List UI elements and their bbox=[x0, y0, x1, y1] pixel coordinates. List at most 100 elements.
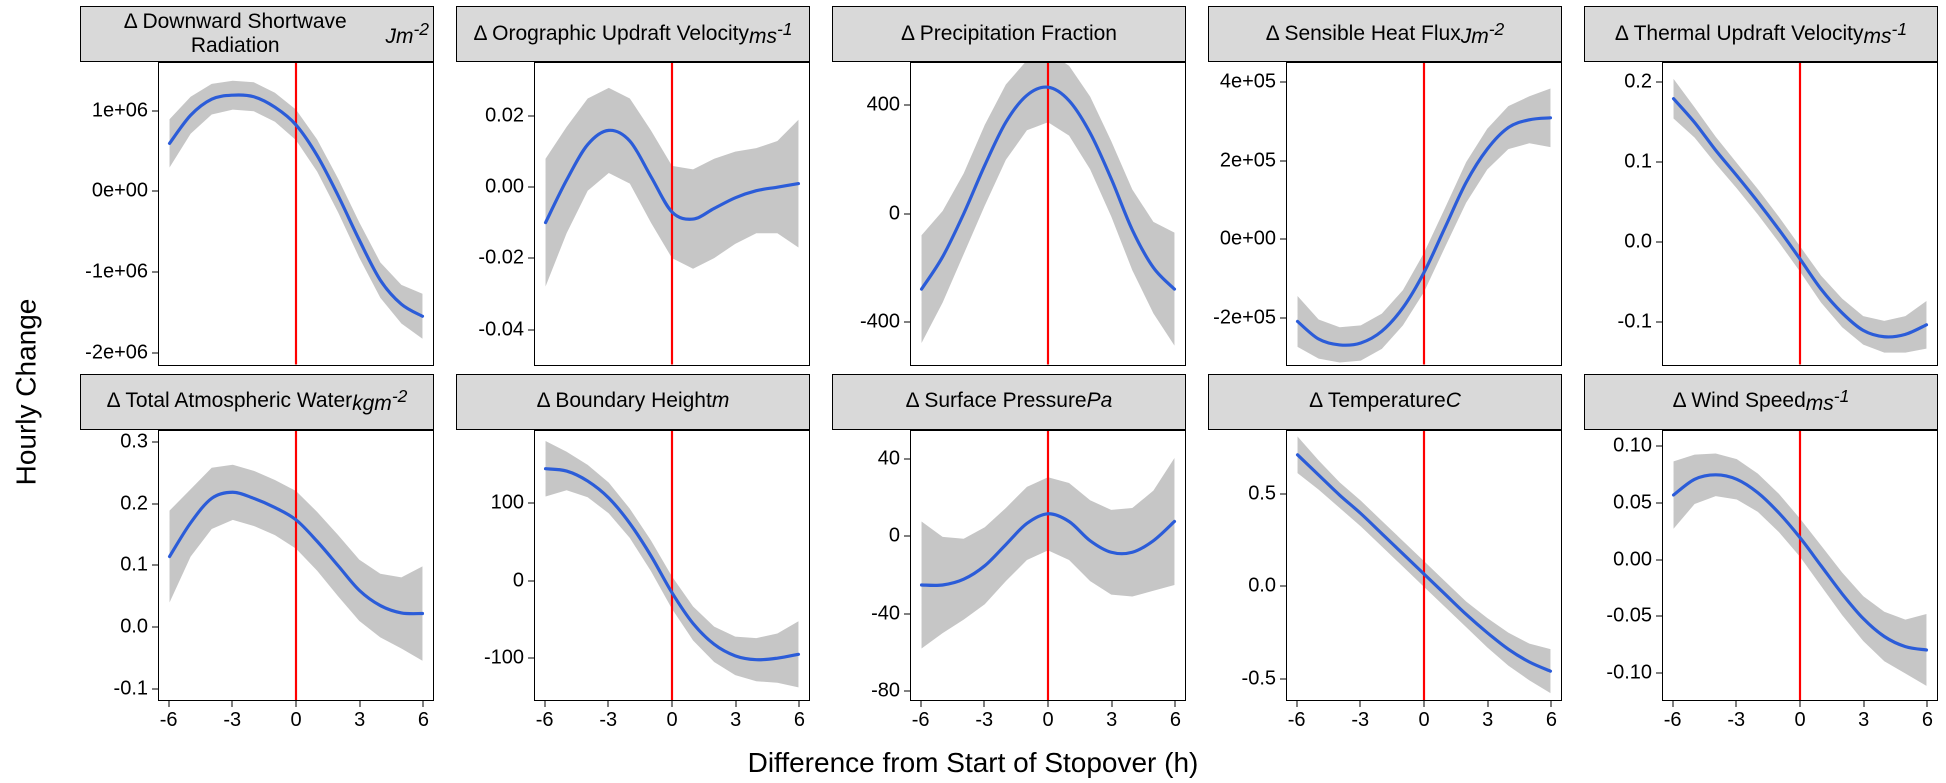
strip-title: Δ Downward Shortwave Radiation Jm-2 bbox=[80, 6, 434, 62]
figure: Hourly Change Difference from Start of S… bbox=[0, 0, 1946, 783]
panel-thermal: Δ Thermal Updraft Velocity ms-1-0.10.00.… bbox=[1584, 6, 1938, 366]
y-tick-label: 0.0 bbox=[1248, 575, 1276, 598]
x-tick-label: 0 bbox=[1794, 709, 1805, 732]
y-tick-label: -40 bbox=[871, 602, 900, 625]
y-tick-label: 0.2 bbox=[120, 492, 148, 515]
x-axis: -6-3036 bbox=[1662, 701, 1938, 733]
y-tick-label: 0.10 bbox=[1613, 435, 1652, 458]
y-tick-label: 1e+06 bbox=[92, 99, 148, 122]
y-tick-label: -0.05 bbox=[1606, 605, 1652, 628]
panel-grid: Δ Downward Shortwave Radiation Jm-2-2e+0… bbox=[80, 6, 1938, 733]
y-axis: -0.5 0.0 0.5 bbox=[1208, 430, 1286, 702]
plot-area bbox=[1286, 430, 1562, 702]
plot-area bbox=[158, 62, 434, 366]
strip-title: Δ Surface Pressure Pa bbox=[832, 374, 1186, 430]
y-tick-label: 0.1 bbox=[1624, 150, 1652, 173]
x-tick-label: 0 bbox=[1042, 709, 1053, 732]
y-tick-label: -0.02 bbox=[478, 247, 524, 270]
y-tick-label: -0.1 bbox=[114, 677, 148, 700]
y-tick-label: -0.10 bbox=[1606, 661, 1652, 684]
y-tick-label: 4e+05 bbox=[1220, 70, 1276, 93]
y-tick-label: -2e+06 bbox=[85, 342, 148, 365]
y-tick-label: -1e+06 bbox=[85, 261, 148, 284]
x-tick-label: -3 bbox=[223, 709, 241, 732]
y-tick-label: -0.1 bbox=[1618, 310, 1652, 333]
strip-title: Δ Orographic Updraft Velocity ms-1 bbox=[456, 6, 810, 62]
strip-title: Δ Wind Speed ms-1 bbox=[1584, 374, 1938, 430]
panel-sensible: Δ Sensible Heat Flux Jm-2-2e+050e+002e+0… bbox=[1208, 6, 1562, 366]
y-tick-label: 100 bbox=[491, 492, 524, 515]
panel-wind: Δ Wind Speed ms-1-0.10-0.050.000.050.10-… bbox=[1584, 374, 1938, 734]
x-tick-label: 6 bbox=[794, 709, 805, 732]
x-tick-label: 0 bbox=[1418, 709, 1429, 732]
panel-boundary: Δ Boundary Height m-1000100-6-3036 bbox=[456, 374, 810, 734]
panel-temperature: Δ Temperature C-0.50.00.5-6-3036 bbox=[1208, 374, 1562, 734]
x-tick-label: -3 bbox=[599, 709, 617, 732]
plot-area bbox=[910, 430, 1186, 702]
x-tick-label: 3 bbox=[1858, 709, 1869, 732]
x-axis-label: Difference from Start of Stopover (h) bbox=[748, 747, 1199, 779]
x-axis: -6 -3 0 3 6 bbox=[534, 701, 810, 733]
y-tick-label: 0.3 bbox=[120, 430, 148, 453]
y-tick-label: 0.05 bbox=[1613, 492, 1652, 515]
plot-area bbox=[1662, 430, 1938, 702]
plot-area bbox=[534, 62, 810, 366]
y-tick-label: 0 bbox=[889, 525, 900, 548]
panel-shortwave: Δ Downward Shortwave Radiation Jm-2-2e+0… bbox=[80, 6, 434, 366]
x-tick-label: 6 bbox=[1170, 709, 1181, 732]
y-axis: -0.10 -0.05 0.00 0.05 0.10 bbox=[1584, 430, 1662, 702]
y-tick-label: 0.2 bbox=[1624, 70, 1652, 93]
y-tick-label: 400 bbox=[867, 94, 900, 117]
y-tick-label: 0.5 bbox=[1248, 483, 1276, 506]
x-axis: -6-3036 bbox=[1286, 701, 1562, 733]
panel-pressure: Δ Surface Pressure Pa-80-40040-6-3036 bbox=[832, 374, 1186, 734]
plot-area bbox=[158, 430, 434, 702]
plot-area bbox=[534, 430, 810, 702]
x-axis: -6-3036 bbox=[910, 701, 1186, 733]
x-tick-label: 3 bbox=[1106, 709, 1117, 732]
y-tick-label: -0.5 bbox=[1242, 667, 1276, 690]
y-axis: -400 0 400 bbox=[832, 62, 910, 366]
y-tick-label: 40 bbox=[878, 447, 900, 470]
y-tick-label: -2e+05 bbox=[1213, 307, 1276, 330]
plot-area bbox=[1662, 62, 1938, 366]
x-tick-label: -6 bbox=[160, 709, 178, 732]
y-axis-label: Hourly Change bbox=[11, 298, 43, 485]
x-tick-label: 3 bbox=[730, 709, 741, 732]
y-tick-label: -400 bbox=[860, 311, 900, 334]
y-tick-label: 0 bbox=[513, 569, 524, 592]
y-tick-label: -0.04 bbox=[478, 318, 524, 341]
x-tick-label: 3 bbox=[354, 709, 365, 732]
strip-title: Δ Precipitation Fraction bbox=[832, 6, 1186, 62]
strip-title: Δ Temperature C bbox=[1208, 374, 1562, 430]
y-tick-label: 0.00 bbox=[1613, 548, 1652, 571]
y-tick-label: 0.02 bbox=[485, 104, 524, 127]
panel-orographic: Δ Orographic Updraft Velocity ms-1-0.04-… bbox=[456, 6, 810, 366]
x-tick-label: 6 bbox=[1546, 709, 1557, 732]
strip-title: Δ Thermal Updraft Velocity ms-1 bbox=[1584, 6, 1938, 62]
y-tick-label: 0.00 bbox=[485, 175, 524, 198]
strip-title: Δ Sensible Heat Flux Jm-2 bbox=[1208, 6, 1562, 62]
y-axis: -2e+06 -1e+06 0e+00 1e+06 bbox=[80, 62, 158, 366]
y-axis: -0.1 0.0 0.1 0.2 0.3 bbox=[80, 430, 158, 702]
plot-area bbox=[1286, 62, 1562, 366]
x-tick-label: -3 bbox=[1727, 709, 1745, 732]
x-tick-label: -6 bbox=[536, 709, 554, 732]
y-axis: -0.04 -0.02 0.00 0.02 bbox=[456, 62, 534, 366]
x-tick-label: -6 bbox=[1664, 709, 1682, 732]
x-axis: -6-3036 bbox=[158, 701, 434, 733]
y-tick-label: 0 bbox=[889, 202, 900, 225]
x-tick-label: 0 bbox=[666, 709, 677, 732]
x-tick-label: 0 bbox=[290, 709, 301, 732]
y-axis: -2e+050e+002e+054e+05 bbox=[1208, 62, 1286, 366]
strip-title: Δ Boundary Height m bbox=[456, 374, 810, 430]
y-tick-label: 0.0 bbox=[120, 615, 148, 638]
y-tick-label: 0.1 bbox=[120, 554, 148, 577]
y-axis: -80 -40 0 40 bbox=[832, 430, 910, 702]
plot-area bbox=[910, 62, 1186, 366]
x-tick-label: -3 bbox=[1351, 709, 1369, 732]
y-tick-label: 0e+00 bbox=[92, 180, 148, 203]
y-axis: -1000100 bbox=[456, 430, 534, 702]
y-tick-label: -80 bbox=[871, 680, 900, 703]
panel-precip: Δ Precipitation Fraction -400 0 400 bbox=[832, 6, 1186, 366]
